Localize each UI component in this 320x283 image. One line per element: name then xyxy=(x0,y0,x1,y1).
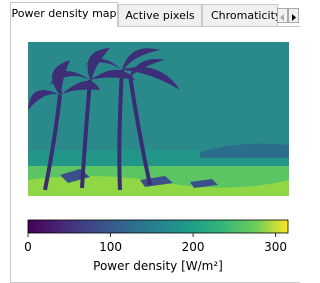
colorbar-label: Power density [W/m²] xyxy=(93,259,223,273)
window: Power density map Active pixels Chromati… xyxy=(0,0,300,283)
power-density-image xyxy=(28,42,289,196)
tick-label: 0 xyxy=(24,240,32,254)
figure: Power density [W/m²] 0 100 200 300 xyxy=(0,0,300,283)
tick-label: 200 xyxy=(182,240,205,254)
colorbar xyxy=(28,220,288,233)
tick-label: 300 xyxy=(264,240,287,254)
tick-label: 100 xyxy=(99,240,122,254)
